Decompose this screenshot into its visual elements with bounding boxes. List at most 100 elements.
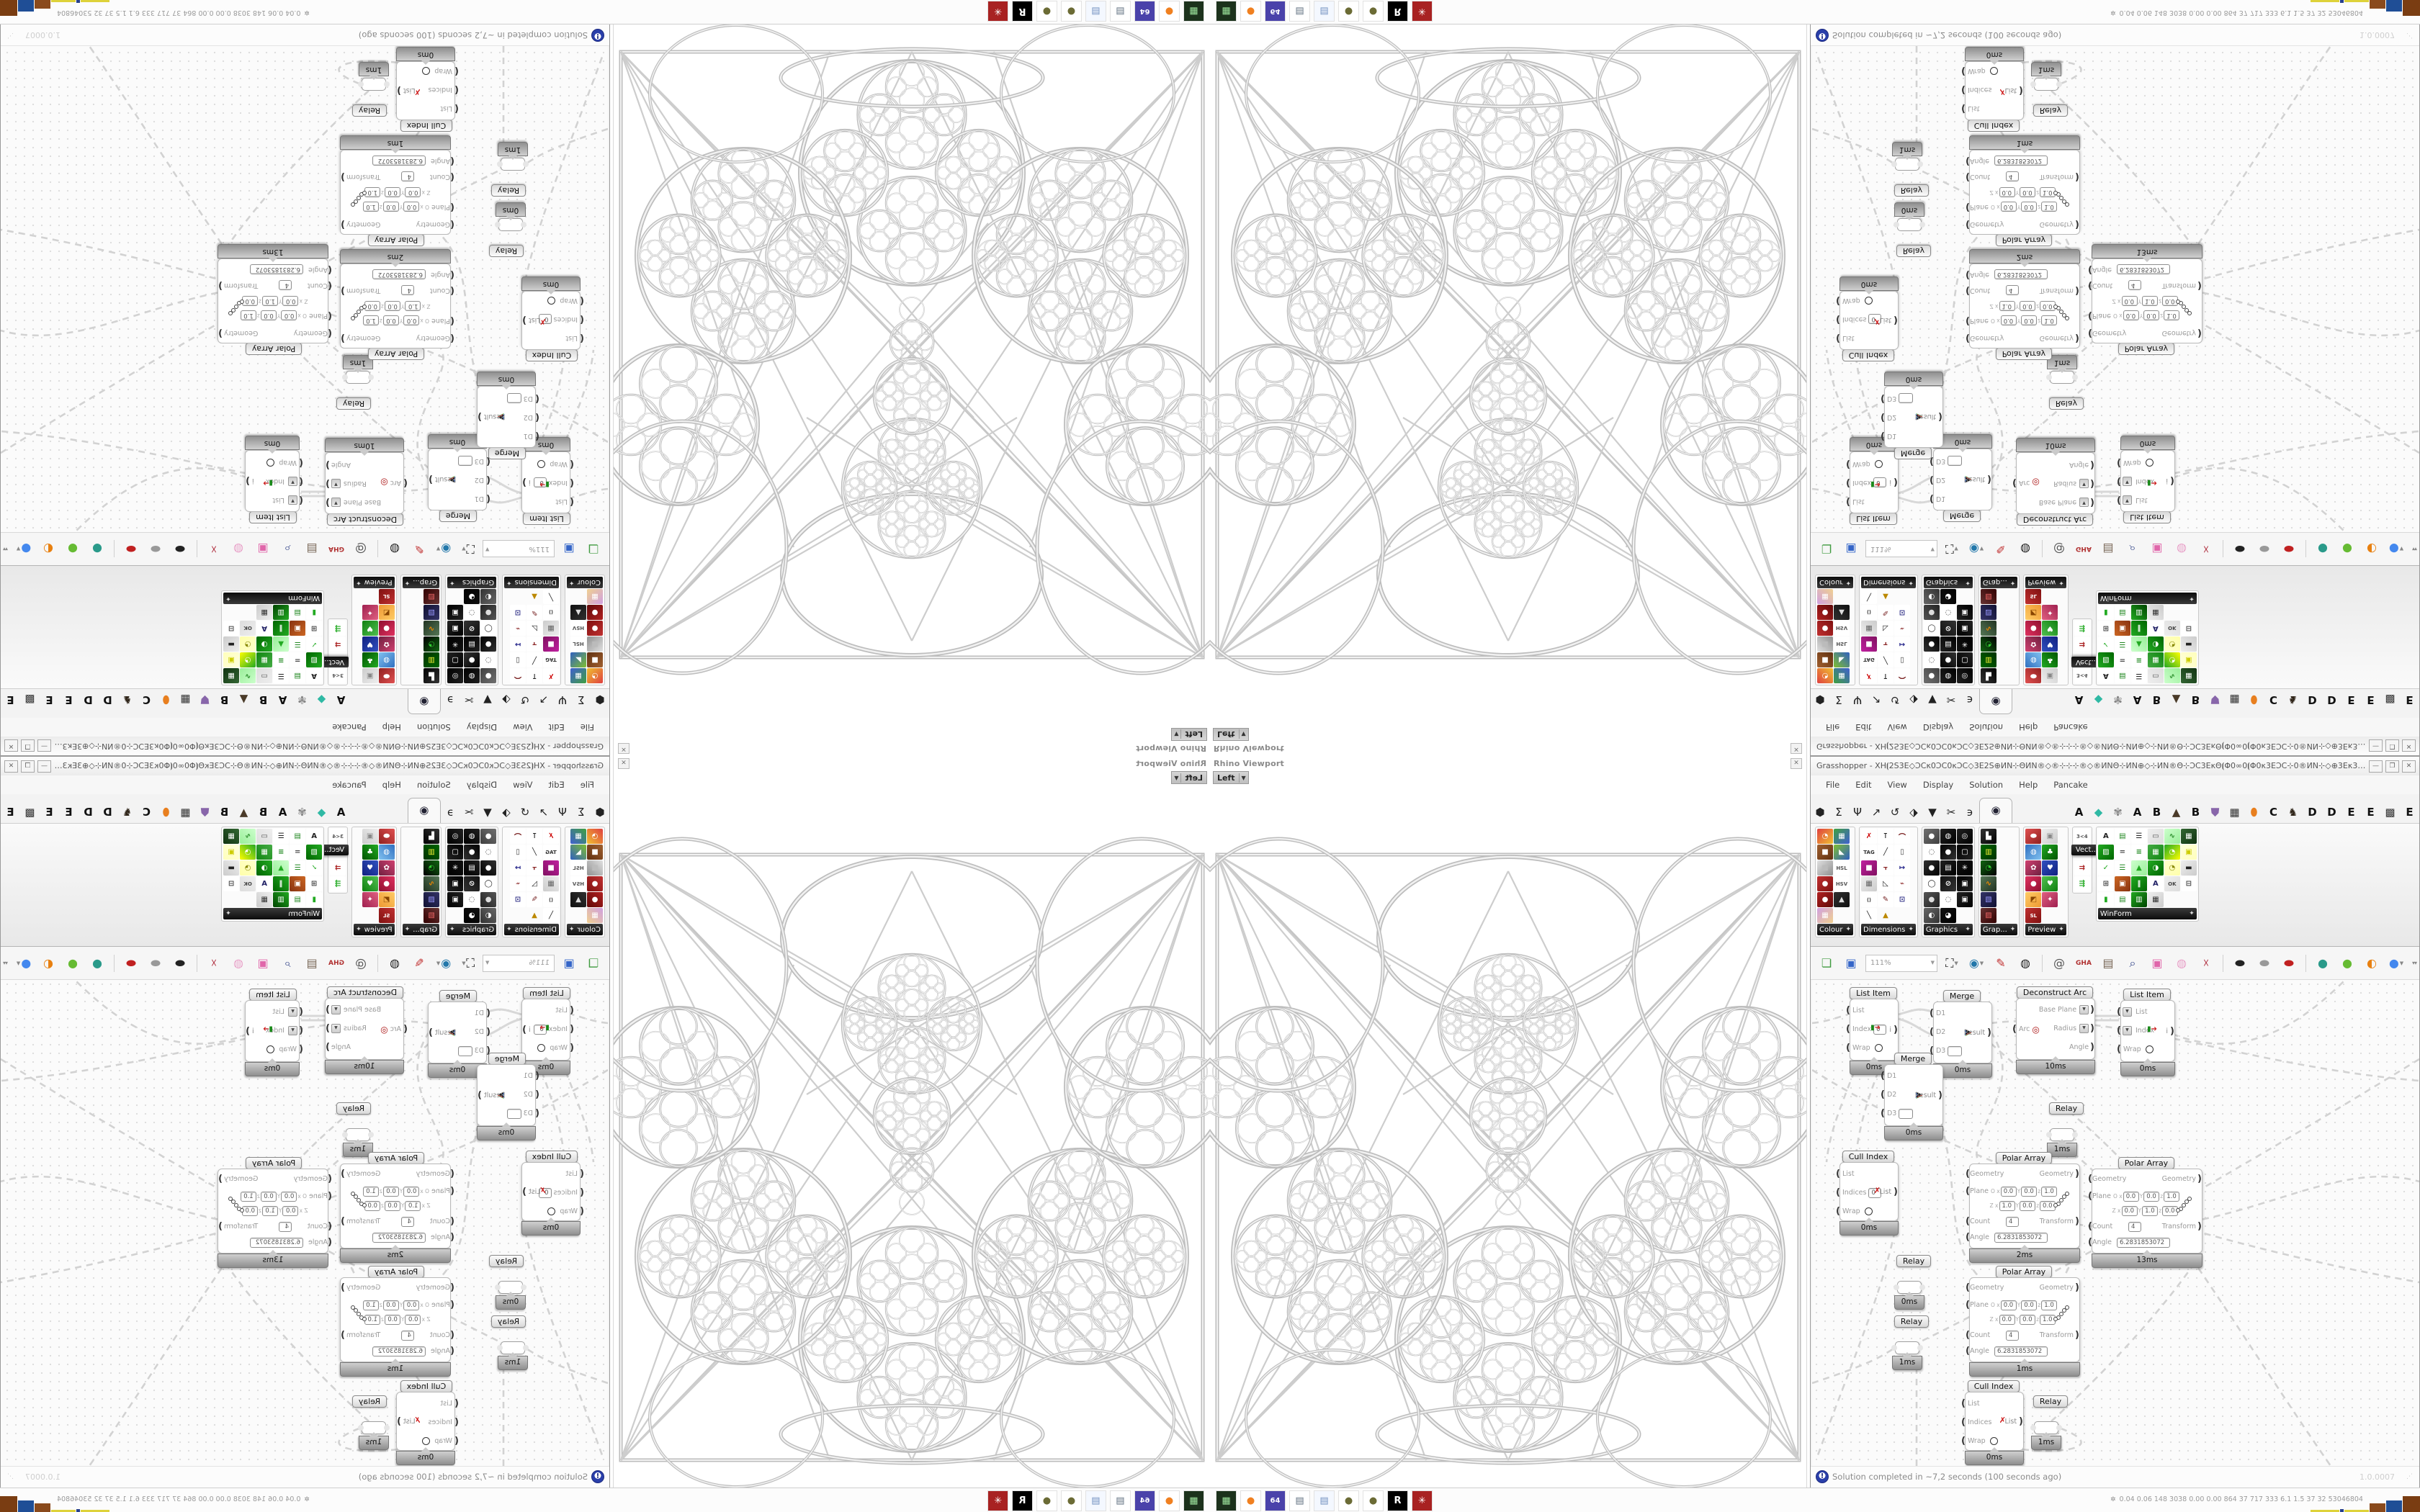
ribbon-tab-icon-0[interactable]: ⬢ <box>1815 806 1825 819</box>
plugin-tab-16[interactable]: ▩ <box>24 806 35 819</box>
component-icon[interactable]: ◎ <box>1956 829 1973 844</box>
floppy64-icon[interactable]: 64 <box>1134 1 1155 22</box>
value-box[interactable]: 1.0 <box>405 1200 421 1211</box>
component-icon[interactable]: ▦ <box>223 668 240 683</box>
menu-item-pancake[interactable]: Pancake <box>332 780 367 790</box>
component-icon[interactable]: ▦ <box>256 892 273 907</box>
view-selector[interactable]: Left ▼ <box>1171 771 1207 784</box>
component-icon[interactable]: ▤ <box>290 892 306 907</box>
plugin-tab-17[interactable]: E <box>6 693 14 706</box>
component-icon[interactable]: ╱ <box>526 652 542 667</box>
collapse-ribbon-icon[interactable]: ▾▾ <box>2411 546 2416 552</box>
component-icon[interactable]: ▤ <box>2114 668 2130 683</box>
plugin-tab-7[interactable]: ⛊ <box>2210 806 2220 819</box>
menu-item-pancake[interactable]: Pancake <box>332 722 367 732</box>
component-icon[interactable]: ⇶ <box>2074 876 2090 891</box>
component-icon[interactable]: ▭ <box>256 829 273 844</box>
value-box[interactable]: 0.0 <box>2123 1191 2139 1202</box>
component-icon[interactable]: ■ <box>587 636 603 652</box>
component-icon[interactable]: A <box>2097 829 2114 844</box>
palette-footer[interactable]: Graphics ✦ <box>1923 577 1973 588</box>
wireframe-button[interactable]: ◍ <box>390 956 400 970</box>
component-icon[interactable]: ╲ <box>1861 589 1877 604</box>
printer-icon[interactable]: ▤ <box>1110 1490 1131 1511</box>
component-icon[interactable]: SL <box>2025 589 2042 604</box>
ribbon-tab-icon-8[interactable]: ϶ <box>1966 806 1973 819</box>
internalise-button[interactable]: @ <box>2053 956 2065 970</box>
component-icon[interactable]: ● <box>480 636 497 652</box>
component-icon[interactable]: ● <box>1923 636 1940 652</box>
ribbon-tab-icon-2[interactable]: Ψ <box>558 693 567 706</box>
component-icon[interactable]: ▭ <box>2147 668 2164 683</box>
component-icon[interactable]: ⟨⟩ <box>1861 605 1877 620</box>
component-icon[interactable]: OK <box>2164 876 2180 891</box>
node-canvas[interactable]: List Item(List(Index 0(Wrap ▮➜ i) 0ms Merge(D… <box>1812 46 2419 532</box>
component-icon[interactable]: A <box>2097 668 2114 683</box>
viewport-canvas[interactable] <box>614 785 1210 1488</box>
component-icon[interactable]: ◌ <box>480 845 497 860</box>
zoom-input[interactable]: 111% ▼ <box>1865 540 1937 558</box>
zoom-extents-button[interactable]: ⛶ ▼ <box>462 542 475 557</box>
node-cull-index-a[interactable]: (List(Indices 0(Wrap ✗ List) <box>521 1162 584 1221</box>
component-icon[interactable]: ● <box>378 621 395 636</box>
document-button[interactable]: ▤ <box>306 956 318 970</box>
node-name-capsule[interactable]: Merge <box>1894 447 1932 459</box>
menu-item-display[interactable]: Display <box>466 780 498 790</box>
palette-footer[interactable]: WinForm ✦ <box>223 908 323 919</box>
node-deconstruct-arc[interactable]: (Arc ◎ Base Plane ▼) Radius ▼) Angle) <box>325 452 408 514</box>
plugin-tab-10[interactable]: C <box>2269 693 2277 706</box>
component-icon[interactable]: ▲ <box>1834 892 1850 907</box>
value-box[interactable]: 0.0 <box>1999 187 2015 198</box>
component-icon[interactable]: ◍ <box>378 845 395 860</box>
open-file-button[interactable]: ❏ <box>1821 542 1832 556</box>
component-icon[interactable]: ▭ <box>256 668 273 683</box>
finder-button[interactable]: ⌕ <box>2129 542 2136 557</box>
component-icon[interactable]: ▣ <box>223 845 240 860</box>
component-icon[interactable]: ▦ <box>587 908 603 923</box>
node-name-capsule[interactable]: Polar Array <box>245 343 302 355</box>
component-icon[interactable]: ▨ <box>424 589 440 604</box>
value-box[interactable]: 6.2831853072 <box>1994 156 2048 166</box>
plugin-tab-5[interactable]: ▲ <box>239 806 248 819</box>
component-icon[interactable]: ◔ <box>1980 860 1996 876</box>
component-icon[interactable]: ■ <box>587 845 603 860</box>
component-icon[interactable]: 3<4 <box>2074 829 2090 844</box>
component-icon[interactable]: ▲ <box>570 892 586 907</box>
plugin-tab-17[interactable]: E <box>2406 693 2414 706</box>
component-icon[interactable]: ▣ <box>290 621 306 636</box>
internalise-button[interactable]: @ <box>2053 542 2065 556</box>
preview-shaded-button[interactable]: ⬬ <box>2284 955 2294 970</box>
component-icon[interactable]: ● <box>1940 652 1956 667</box>
component-icon[interactable]: ◔ <box>1817 668 1833 683</box>
component-icon[interactable]: 3<4 <box>2074 668 2090 683</box>
plugin-tab-12[interactable]: D <box>2308 806 2317 819</box>
value-box[interactable]: 1.0 <box>2041 1186 2058 1197</box>
component-icon[interactable]: ✎ <box>1878 892 1894 907</box>
component-icon[interactable]: ⬬ <box>2025 829 2042 844</box>
sketch-button[interactable]: ✎ <box>414 542 424 556</box>
grasshopper-icon[interactable]: ✳ <box>1412 1490 1433 1511</box>
value-box[interactable]: 0.0 <box>364 301 380 312</box>
palette-footer[interactable]: Preview ✦ <box>354 577 395 588</box>
component-icon[interactable]: ▤ <box>464 636 480 652</box>
title-bar[interactable]: Grasshopper - XH⦗2S3E◇ƆCκ0ƆC0κƆC◇3E2S⊕ИN… <box>1811 736 2419 755</box>
palette-footer[interactable]: Preview ✦ <box>354 924 395 935</box>
value-box[interactable]: 0.0 <box>382 1300 399 1310</box>
node-name-capsule[interactable]: Polar Array <box>1995 1266 2053 1278</box>
component-icon[interactable]: ◕ <box>464 908 480 923</box>
menu-item-view[interactable]: View <box>513 780 533 790</box>
plugin-tab-5[interactable]: ▲ <box>2172 806 2181 819</box>
component-icon[interactable]: ● <box>480 605 497 620</box>
node-name-capsule[interactable]: List Item <box>1850 987 1897 999</box>
component-icon[interactable]: ⫟ <box>1878 860 1894 876</box>
value-box[interactable]: 1.0 <box>364 1314 380 1325</box>
component-icon[interactable]: ‖ <box>2130 876 2147 891</box>
value-box[interactable]: 0.0 <box>2020 1314 2036 1325</box>
view-selector[interactable]: Left ▼ <box>1213 728 1249 741</box>
component-icon[interactable]: ▲ <box>1883 593 1888 600</box>
component-icon[interactable]: A <box>306 829 323 844</box>
component-icon[interactable]: ▯ <box>1894 845 1910 860</box>
simplify-button[interactable]: ▼ <box>288 1007 298 1017</box>
plugin-tab-12[interactable]: D <box>2308 693 2317 706</box>
component-icon[interactable]: ▤ <box>1940 636 1956 652</box>
